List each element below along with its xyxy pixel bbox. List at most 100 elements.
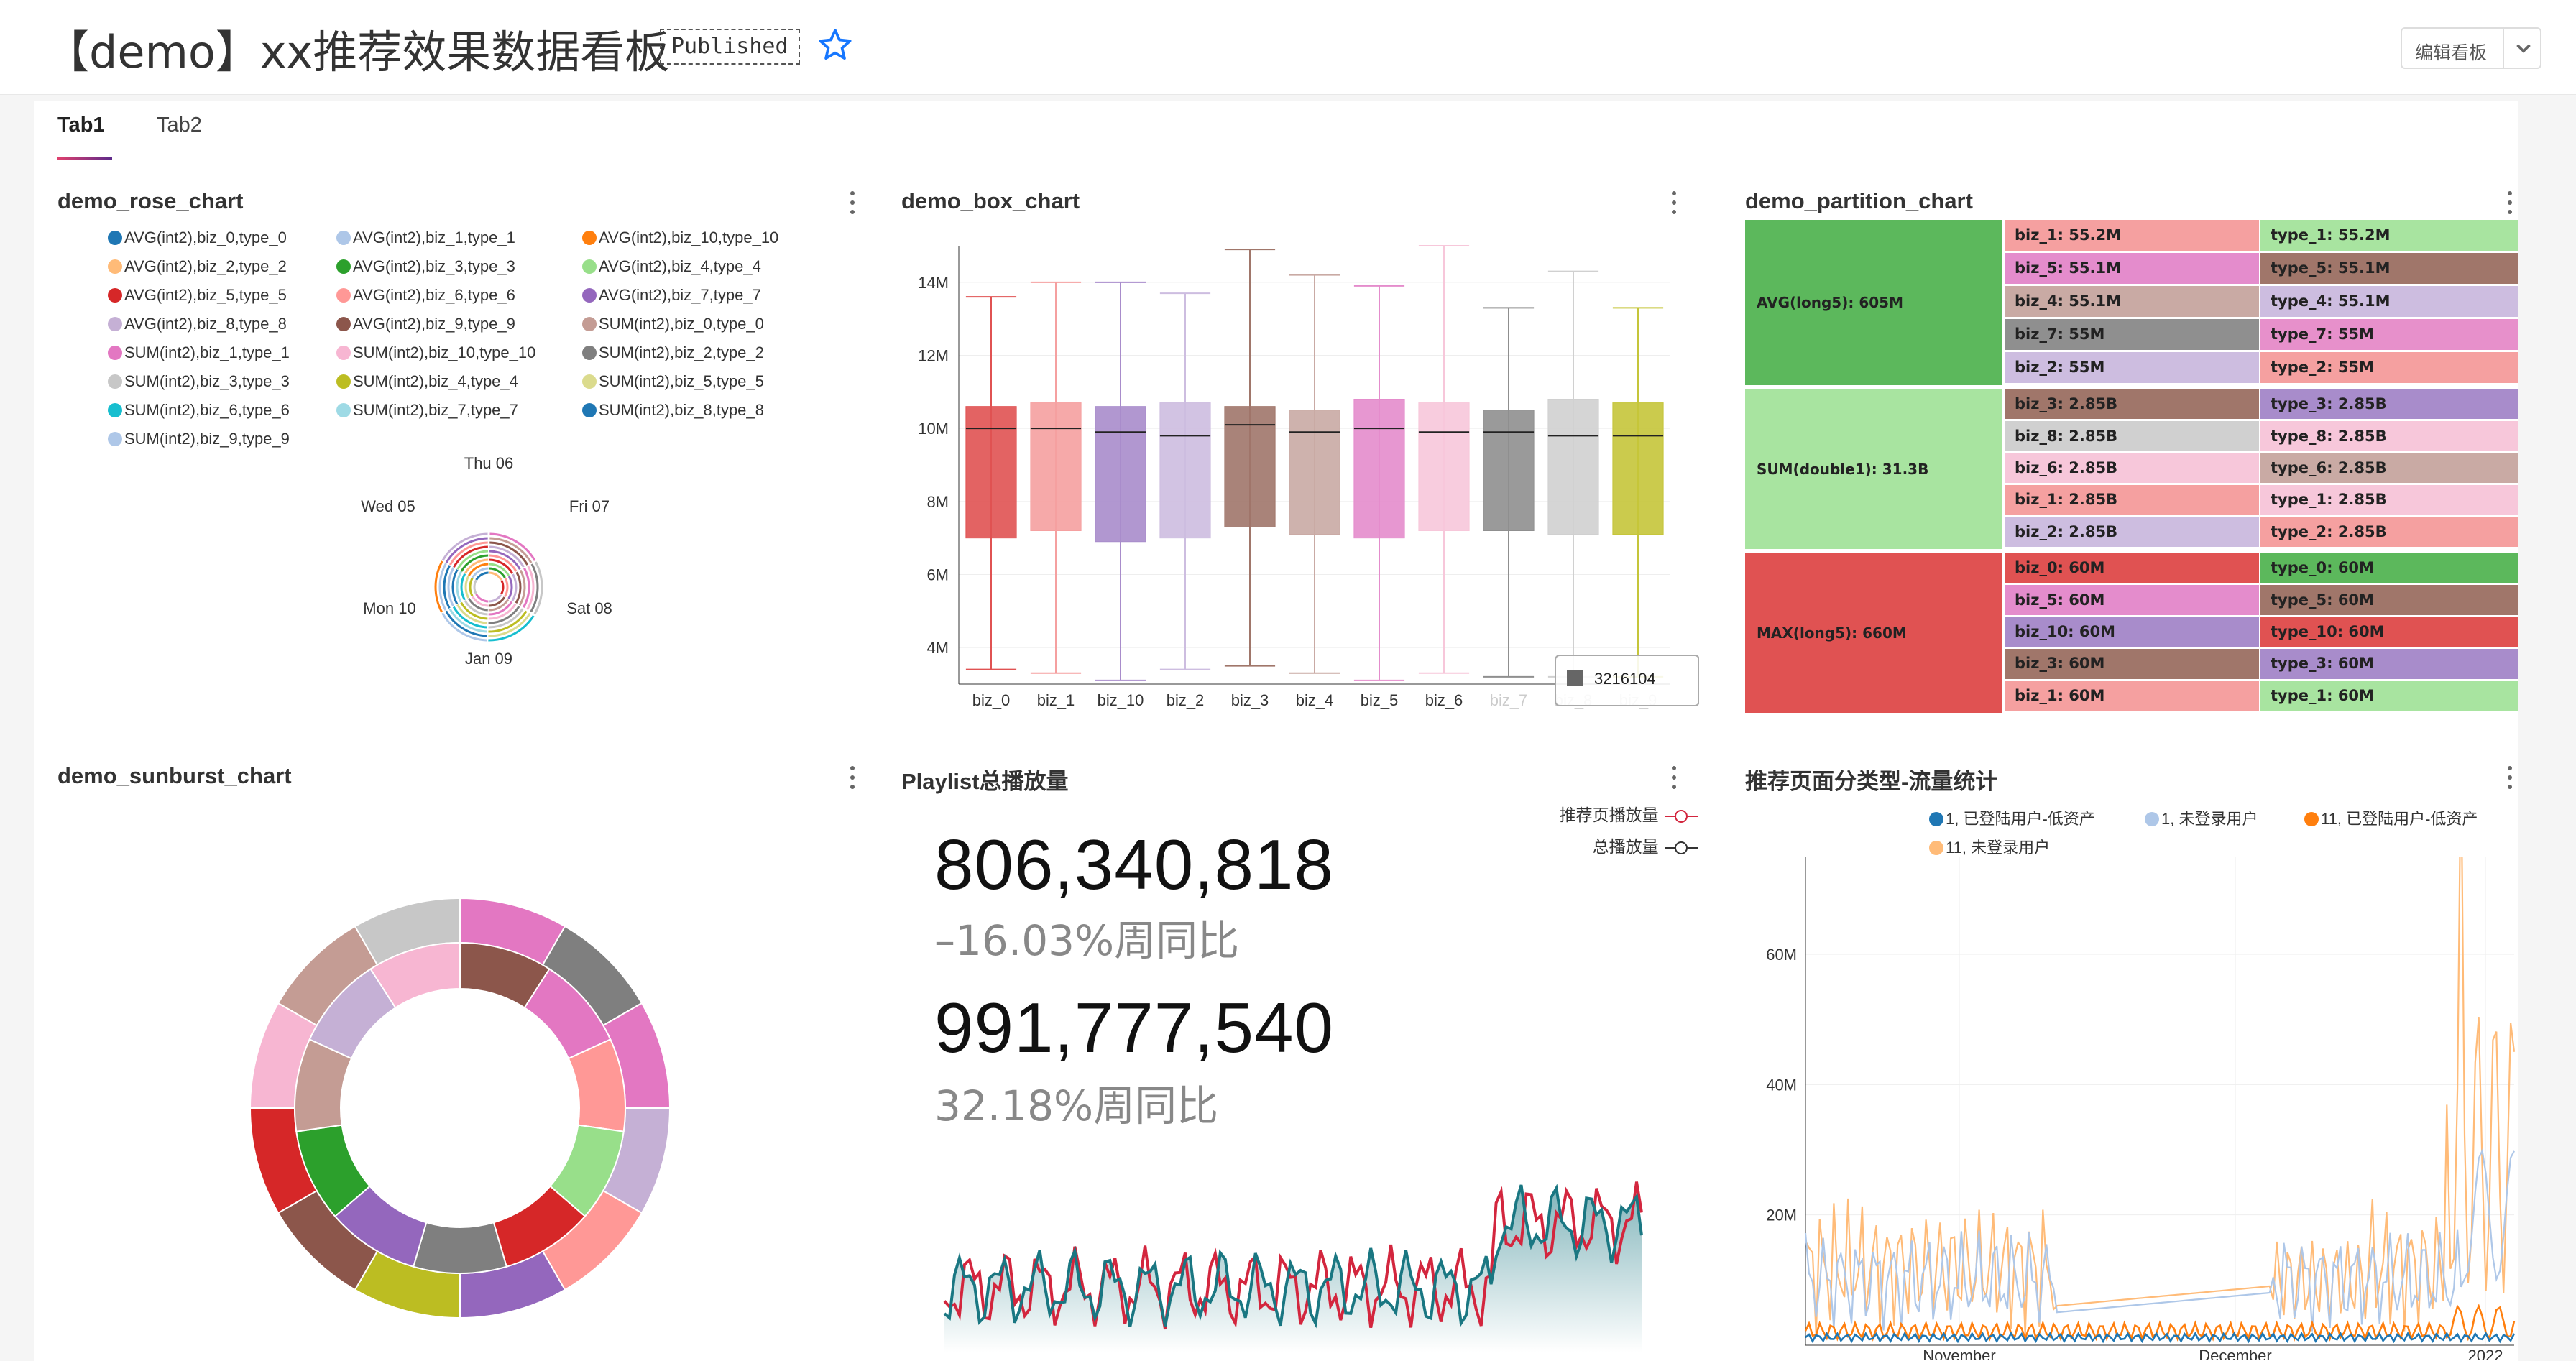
partition-cell[interactable]: type_3: 2.85B bbox=[2260, 389, 2518, 420]
partition-cell[interactable]: type_5: 55.1M bbox=[2260, 253, 2518, 284]
partition-cell[interactable]: biz_1: 55.2M bbox=[2005, 220, 2259, 251]
rose-arc bbox=[456, 571, 462, 603]
box-body[interactable] bbox=[965, 406, 1017, 539]
partition-cell[interactable]: type_7: 55M bbox=[2260, 319, 2518, 350]
box-body[interactable] bbox=[1612, 402, 1664, 535]
legend-item[interactable]: SUM(int2),biz_8,type_8 bbox=[582, 401, 764, 420]
partition-cell[interactable]: type_10: 60M bbox=[2260, 617, 2518, 647]
legend-item[interactable]: AVG(int2),biz_0,type_0 bbox=[108, 229, 287, 247]
partition-group[interactable]: MAX(long5): 660M bbox=[1745, 553, 2002, 713]
tab-2[interactable]: Tab2 bbox=[157, 114, 202, 137]
x-tick-label: biz_2 bbox=[1167, 691, 1205, 709]
legend-item[interactable]: 1, 已登陆用户-低资产 bbox=[1929, 806, 2095, 829]
star-icon[interactable] bbox=[817, 27, 853, 63]
partition-cell[interactable]: biz_3: 2.85B bbox=[2005, 389, 2259, 420]
box-body[interactable] bbox=[1547, 399, 1599, 535]
legend-item[interactable]: SUM(int2),biz_9,type_9 bbox=[108, 430, 290, 448]
legend-item[interactable]: 11, 已登陆用户-低资产 bbox=[2304, 806, 2478, 829]
rose-arc bbox=[464, 575, 470, 599]
partition-cell[interactable]: type_0: 60M bbox=[2260, 553, 2518, 583]
legend-item[interactable]: AVG(int2),biz_6,type_6 bbox=[336, 286, 515, 305]
legend-item[interactable]: AVG(int2),biz_4,type_4 bbox=[582, 257, 761, 276]
published-badge[interactable]: Published bbox=[660, 29, 800, 65]
legend-item[interactable]: SUM(int2),biz_6,type_6 bbox=[108, 401, 290, 420]
y-tick-label: 20M bbox=[1766, 1207, 1797, 1224]
legend-item[interactable]: 11, 未登录用户 bbox=[1929, 835, 2050, 858]
legend-item[interactable]: 1, 未登录用户 bbox=[2145, 806, 2258, 829]
partition-cell[interactable]: type_1: 2.85B bbox=[2260, 485, 2518, 515]
partition-cell[interactable]: type_1: 60M bbox=[2260, 680, 2518, 711]
partition-label: type_1: 55.2M bbox=[2271, 226, 2391, 244]
more-options-icon[interactable] bbox=[849, 191, 856, 217]
legend-item[interactable]: SUM(int2),biz_1,type_1 bbox=[108, 343, 290, 362]
box-body[interactable] bbox=[1030, 402, 1082, 531]
legend-item[interactable]: SUM(int2),biz_4,type_4 bbox=[336, 372, 518, 391]
legend-item[interactable]: AVG(int2),biz_10,type_10 bbox=[582, 229, 778, 247]
partition-cell[interactable]: type_2: 55M bbox=[2260, 352, 2518, 383]
tab-1[interactable]: Tab1 bbox=[58, 114, 105, 137]
legend-item[interactable]: AVG(int2),biz_7,type_7 bbox=[582, 286, 761, 305]
partition-cell[interactable]: biz_7: 55M bbox=[2005, 319, 2259, 350]
legend-item[interactable]: SUM(int2),biz_0,type_0 bbox=[582, 315, 764, 333]
legend-item[interactable]: AVG(int2),biz_5,type_5 bbox=[108, 286, 287, 305]
x-tick-label: 2022 bbox=[2468, 1347, 2503, 1360]
more-options-icon[interactable] bbox=[2506, 191, 2513, 217]
partition-cell[interactable]: biz_1: 2.85B bbox=[2005, 485, 2259, 515]
legend-item[interactable]: SUM(int2),biz_3,type_3 bbox=[108, 372, 290, 391]
box-body[interactable] bbox=[1095, 406, 1146, 543]
more-options-icon[interactable] bbox=[2506, 766, 2513, 792]
partition-cell[interactable]: type_1: 55.2M bbox=[2260, 220, 2518, 251]
legend-item[interactable]: SUM(int2),biz_10,type_10 bbox=[336, 343, 535, 362]
partition-cell[interactable]: type_3: 60M bbox=[2260, 649, 2518, 679]
partition-cell[interactable]: type_5: 60M bbox=[2260, 585, 2518, 615]
axis-label: Thu 06 bbox=[464, 454, 514, 472]
rose-arc bbox=[472, 595, 489, 607]
more-options-icon[interactable] bbox=[849, 766, 856, 792]
box-body[interactable] bbox=[1353, 399, 1405, 539]
partition-group[interactable]: AVG(long5): 605M bbox=[1745, 220, 2002, 385]
chevron-down-icon[interactable] bbox=[2511, 36, 2536, 60]
partition-group[interactable]: SUM(double1): 31.3B bbox=[1745, 389, 2002, 549]
partition-cell[interactable]: biz_4: 55.1M bbox=[2005, 286, 2259, 317]
box-body[interactable] bbox=[1224, 406, 1276, 527]
sunburst-arc[interactable] bbox=[369, 941, 461, 1009]
big-number-value-2: 991,777,540 bbox=[934, 988, 1334, 1067]
rose-arc bbox=[438, 563, 447, 611]
more-options-icon[interactable] bbox=[1670, 191, 1678, 217]
partition-cell[interactable]: biz_5: 55.1M bbox=[2005, 253, 2259, 284]
partition-cell[interactable]: biz_2: 55M bbox=[2005, 352, 2259, 383]
legend-item[interactable]: SUM(int2),biz_5,type_5 bbox=[582, 372, 764, 391]
legend-item[interactable]: AVG(int2),biz_8,type_8 bbox=[108, 315, 287, 333]
partition-cell[interactable]: type_6: 2.85B bbox=[2260, 453, 2518, 484]
legend-item[interactable]: 总播放量 bbox=[1484, 831, 1699, 862]
more-options-icon[interactable] bbox=[1670, 766, 1678, 792]
box-body[interactable] bbox=[1483, 410, 1535, 531]
box-body[interactable] bbox=[1289, 410, 1340, 535]
partition-cell[interactable]: type_2: 2.85B bbox=[2260, 517, 2518, 547]
legend-item[interactable]: AVG(int2),biz_3,type_3 bbox=[336, 257, 515, 276]
edit-dashboard-button[interactable]: 编辑看板 bbox=[2401, 27, 2542, 69]
legend-item[interactable]: 推荐页播放量 bbox=[1484, 799, 1699, 831]
partition-cell[interactable]: type_4: 55.1M bbox=[2260, 286, 2518, 317]
partition-cell[interactable]: biz_3: 60M bbox=[2005, 649, 2259, 679]
partition-cell[interactable]: biz_2: 2.85B bbox=[2005, 517, 2259, 547]
partition-cell[interactable]: biz_8: 2.85B bbox=[2005, 421, 2259, 451]
legend-item[interactable]: AVG(int2),biz_9,type_9 bbox=[336, 315, 515, 333]
box-body[interactable] bbox=[1159, 402, 1211, 539]
legend-item[interactable]: SUM(int2),biz_2,type_2 bbox=[582, 343, 764, 362]
partition-cell[interactable]: biz_0: 60M bbox=[2005, 553, 2259, 583]
partition-cell[interactable]: biz_5: 60M bbox=[2005, 585, 2259, 615]
rose-arc bbox=[460, 601, 488, 620]
partition-cell[interactable]: biz_10: 60M bbox=[2005, 617, 2259, 647]
legend-swatch bbox=[108, 432, 122, 446]
partition-cell[interactable]: biz_6: 2.85B bbox=[2005, 453, 2259, 484]
legend-item[interactable]: SUM(int2),biz_7,type_7 bbox=[336, 401, 518, 420]
partition-cell[interactable]: biz_1: 60M bbox=[2005, 680, 2259, 711]
sunburst-arc[interactable] bbox=[412, 1222, 508, 1274]
rose-arc bbox=[489, 563, 510, 576]
legend-item[interactable]: AVG(int2),biz_1,type_1 bbox=[336, 229, 515, 247]
legend-item[interactable]: AVG(int2),biz_2,type_2 bbox=[108, 257, 287, 276]
legend-swatch bbox=[336, 317, 351, 331]
partition-cell[interactable]: type_8: 2.85B bbox=[2260, 421, 2518, 451]
box-body[interactable] bbox=[1418, 402, 1470, 531]
